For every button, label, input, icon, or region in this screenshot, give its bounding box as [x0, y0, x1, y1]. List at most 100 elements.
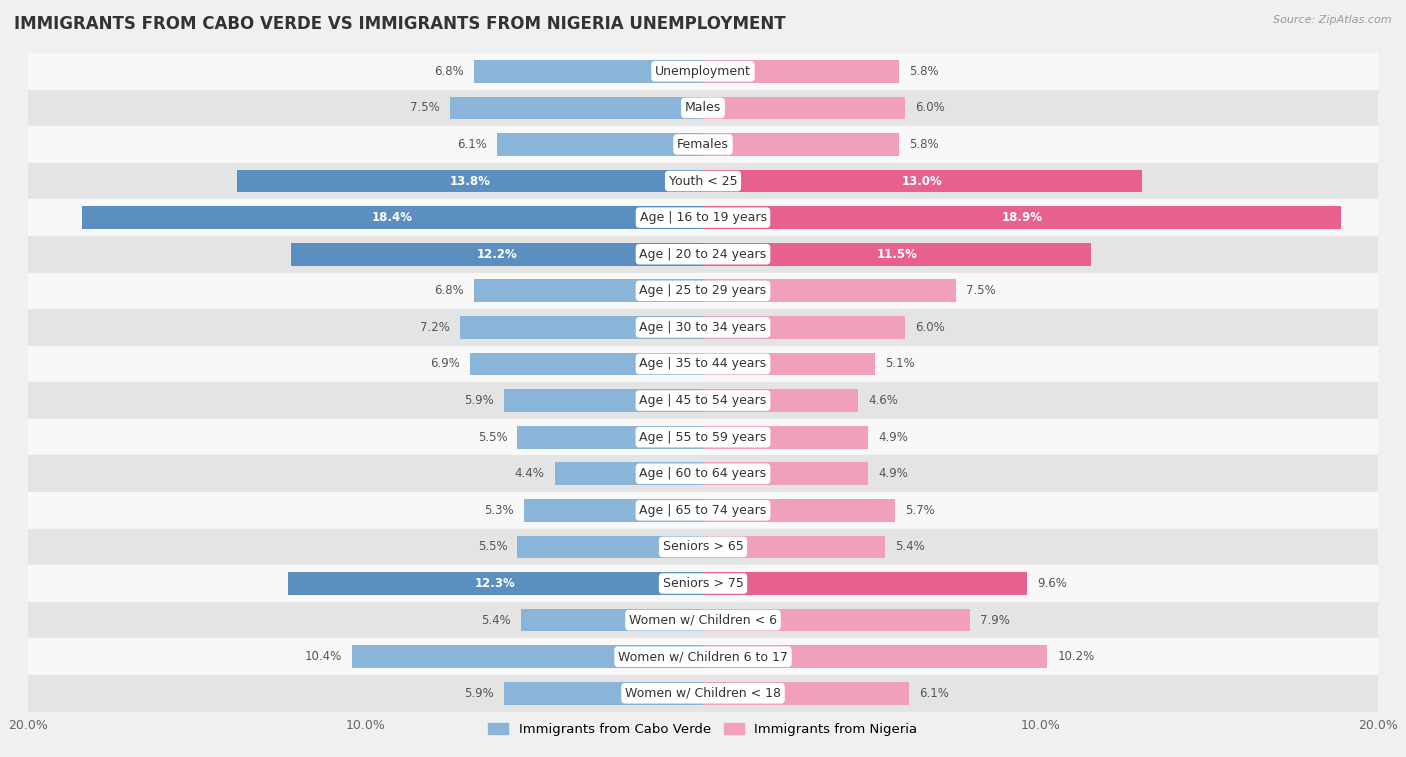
Text: 18.9%: 18.9%	[1001, 211, 1042, 224]
Text: Age | 25 to 29 years: Age | 25 to 29 years	[640, 285, 766, 298]
Text: Seniors > 65: Seniors > 65	[662, 540, 744, 553]
Text: 7.5%: 7.5%	[411, 101, 440, 114]
Text: 9.6%: 9.6%	[1038, 577, 1067, 590]
Text: 6.0%: 6.0%	[915, 321, 945, 334]
Text: 6.9%: 6.9%	[430, 357, 460, 370]
Text: Females: Females	[678, 138, 728, 151]
Bar	[703, 279, 956, 302]
Bar	[450, 97, 703, 119]
Text: Women w/ Children < 18: Women w/ Children < 18	[626, 687, 780, 699]
Text: 6.8%: 6.8%	[433, 65, 464, 78]
Bar	[28, 236, 1378, 273]
Text: 4.6%: 4.6%	[869, 394, 898, 407]
Bar	[703, 426, 869, 448]
Text: 6.8%: 6.8%	[433, 285, 464, 298]
Bar	[460, 316, 703, 338]
Text: Age | 35 to 44 years: Age | 35 to 44 years	[640, 357, 766, 370]
Bar	[703, 170, 1142, 192]
Bar	[703, 60, 898, 83]
Bar	[352, 646, 703, 668]
Bar	[503, 682, 703, 705]
Bar	[238, 170, 703, 192]
Text: Age | 20 to 24 years: Age | 20 to 24 years	[640, 248, 766, 260]
Text: Women w/ Children 6 to 17: Women w/ Children 6 to 17	[619, 650, 787, 663]
Text: 5.1%: 5.1%	[886, 357, 915, 370]
Text: Age | 16 to 19 years: Age | 16 to 19 years	[640, 211, 766, 224]
Text: Youth < 25: Youth < 25	[669, 175, 737, 188]
Text: 5.9%: 5.9%	[464, 394, 494, 407]
Bar	[703, 463, 869, 485]
Text: 5.7%: 5.7%	[905, 504, 935, 517]
Text: Seniors > 75: Seniors > 75	[662, 577, 744, 590]
Bar	[28, 419, 1378, 456]
Bar	[517, 536, 703, 558]
Text: Males: Males	[685, 101, 721, 114]
Text: Women w/ Children < 6: Women w/ Children < 6	[628, 614, 778, 627]
Text: 6.1%: 6.1%	[920, 687, 949, 699]
Bar	[703, 646, 1047, 668]
Bar	[703, 207, 1341, 229]
Bar	[28, 565, 1378, 602]
Bar	[554, 463, 703, 485]
Legend: Immigrants from Cabo Verde, Immigrants from Nigeria: Immigrants from Cabo Verde, Immigrants f…	[484, 717, 922, 741]
Text: 7.9%: 7.9%	[980, 614, 1010, 627]
Bar	[28, 456, 1378, 492]
Text: Age | 65 to 74 years: Age | 65 to 74 years	[640, 504, 766, 517]
Text: Age | 30 to 34 years: Age | 30 to 34 years	[640, 321, 766, 334]
Text: 6.1%: 6.1%	[457, 138, 486, 151]
Text: 5.8%: 5.8%	[908, 138, 938, 151]
Bar	[498, 133, 703, 156]
Text: 5.4%: 5.4%	[896, 540, 925, 553]
Text: 12.2%: 12.2%	[477, 248, 517, 260]
Text: Unemployment: Unemployment	[655, 65, 751, 78]
Text: 6.0%: 6.0%	[915, 101, 945, 114]
Text: 4.4%: 4.4%	[515, 467, 544, 480]
Bar	[703, 389, 858, 412]
Bar	[703, 97, 905, 119]
Bar	[517, 426, 703, 448]
Text: 18.4%: 18.4%	[373, 211, 413, 224]
Bar	[28, 528, 1378, 565]
Text: Age | 60 to 64 years: Age | 60 to 64 years	[640, 467, 766, 480]
Text: 5.9%: 5.9%	[464, 687, 494, 699]
Bar	[28, 602, 1378, 638]
Text: 4.9%: 4.9%	[879, 431, 908, 444]
Text: 13.0%: 13.0%	[903, 175, 942, 188]
Bar	[288, 572, 703, 595]
Text: 7.2%: 7.2%	[420, 321, 450, 334]
Text: 5.5%: 5.5%	[478, 431, 508, 444]
Text: 10.2%: 10.2%	[1057, 650, 1094, 663]
Text: 5.8%: 5.8%	[908, 65, 938, 78]
Bar	[520, 609, 703, 631]
Text: 4.9%: 4.9%	[879, 467, 908, 480]
Text: IMMIGRANTS FROM CABO VERDE VS IMMIGRANTS FROM NIGERIA UNEMPLOYMENT: IMMIGRANTS FROM CABO VERDE VS IMMIGRANTS…	[14, 15, 786, 33]
Bar	[474, 60, 703, 83]
Bar	[82, 207, 703, 229]
Bar	[28, 382, 1378, 419]
Bar	[28, 638, 1378, 675]
Bar	[703, 536, 886, 558]
Bar	[28, 492, 1378, 528]
Bar	[703, 682, 908, 705]
Text: 12.3%: 12.3%	[475, 577, 516, 590]
Text: 10.4%: 10.4%	[305, 650, 342, 663]
Bar	[703, 316, 905, 338]
Text: 5.3%: 5.3%	[485, 504, 515, 517]
Bar	[28, 273, 1378, 309]
Bar	[28, 675, 1378, 712]
Bar	[28, 53, 1378, 89]
Bar	[474, 279, 703, 302]
Bar	[470, 353, 703, 375]
Text: 5.4%: 5.4%	[481, 614, 510, 627]
Text: Age | 45 to 54 years: Age | 45 to 54 years	[640, 394, 766, 407]
Text: Source: ZipAtlas.com: Source: ZipAtlas.com	[1274, 15, 1392, 25]
Bar	[503, 389, 703, 412]
Bar	[703, 243, 1091, 266]
Text: Age | 55 to 59 years: Age | 55 to 59 years	[640, 431, 766, 444]
Text: 7.5%: 7.5%	[966, 285, 995, 298]
Bar	[28, 89, 1378, 126]
Bar	[291, 243, 703, 266]
Bar	[703, 133, 898, 156]
Text: 13.8%: 13.8%	[450, 175, 491, 188]
Text: 11.5%: 11.5%	[876, 248, 918, 260]
